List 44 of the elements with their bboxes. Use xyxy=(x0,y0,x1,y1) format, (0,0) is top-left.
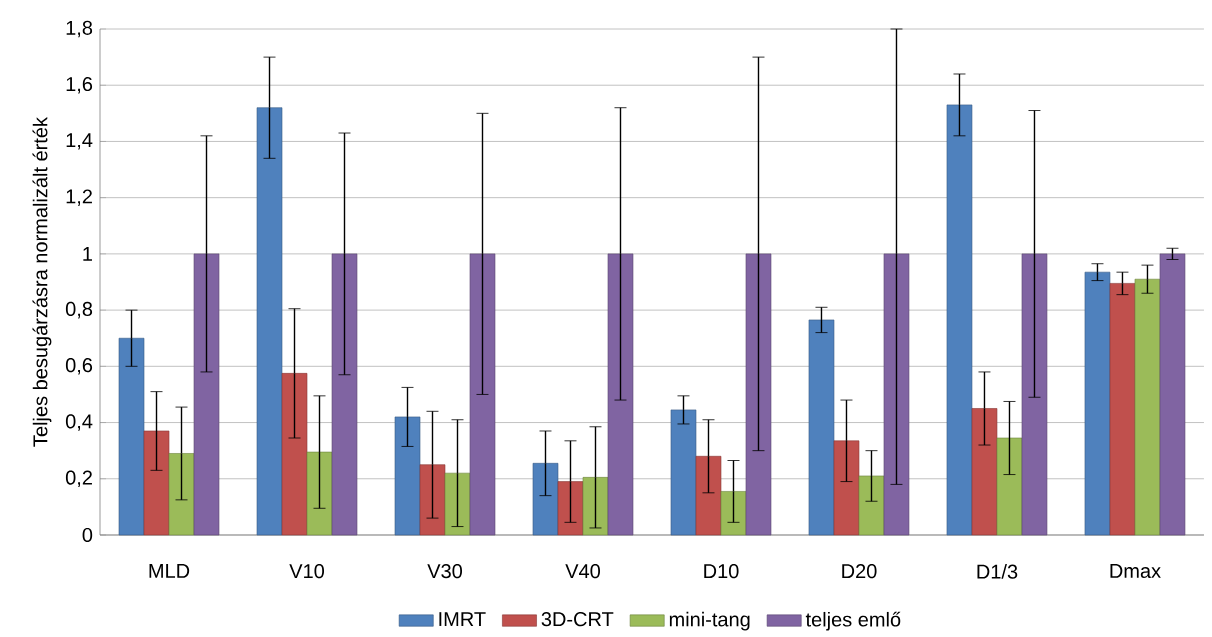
legend-label: teljes emlő xyxy=(805,611,901,631)
y-tick-label: 0,8 xyxy=(65,301,93,319)
bar xyxy=(808,319,835,536)
y-tick-label: 1,2 xyxy=(66,189,92,206)
x-tick-label: D1/3 xyxy=(977,563,1018,579)
y-tick-label: 1 xyxy=(83,246,92,261)
x-tick-label: D20 xyxy=(842,563,877,579)
bar xyxy=(118,337,145,536)
bar xyxy=(394,416,421,536)
bar xyxy=(1134,278,1161,536)
bar xyxy=(331,253,358,536)
x-tick-label: MLD xyxy=(149,563,190,578)
bar xyxy=(971,407,998,536)
legend-label: 3D-CRT xyxy=(541,611,614,627)
bar xyxy=(996,437,1023,536)
bar xyxy=(256,107,283,536)
bar xyxy=(193,253,220,536)
x-tick-label: Dmax xyxy=(1110,563,1161,578)
bar xyxy=(1109,282,1136,536)
bar xyxy=(469,253,496,536)
y-tick-label: 1,8 xyxy=(66,20,93,38)
y-axis-title: Teljes besugárzásra normalizált érték xyxy=(32,116,52,447)
bar xyxy=(143,430,170,536)
legend-label: mini-tang xyxy=(669,611,750,631)
x-tick-label: V30 xyxy=(427,563,463,579)
bar xyxy=(670,409,697,536)
y-tick-label: 0,6 xyxy=(65,357,93,375)
y-tick-label: 0 xyxy=(82,527,93,542)
y-tick-label: 0,4 xyxy=(65,414,93,431)
y-tick-label: 1,6 xyxy=(66,76,93,94)
bar xyxy=(532,462,559,536)
legend-label: IMRT xyxy=(439,611,486,626)
x-tick-label: V10 xyxy=(289,563,325,579)
bar xyxy=(833,440,860,536)
bar xyxy=(946,104,973,536)
bar xyxy=(695,455,722,536)
bar xyxy=(1084,271,1111,536)
y-tick-label: 0,2 xyxy=(65,470,92,487)
bar xyxy=(858,475,885,536)
bar xyxy=(1159,253,1186,536)
y-tick-label: 1,4 xyxy=(66,133,93,150)
bar xyxy=(281,372,308,536)
x-tick-label: V40 xyxy=(565,563,601,579)
x-tick-label: D10 xyxy=(704,563,739,579)
